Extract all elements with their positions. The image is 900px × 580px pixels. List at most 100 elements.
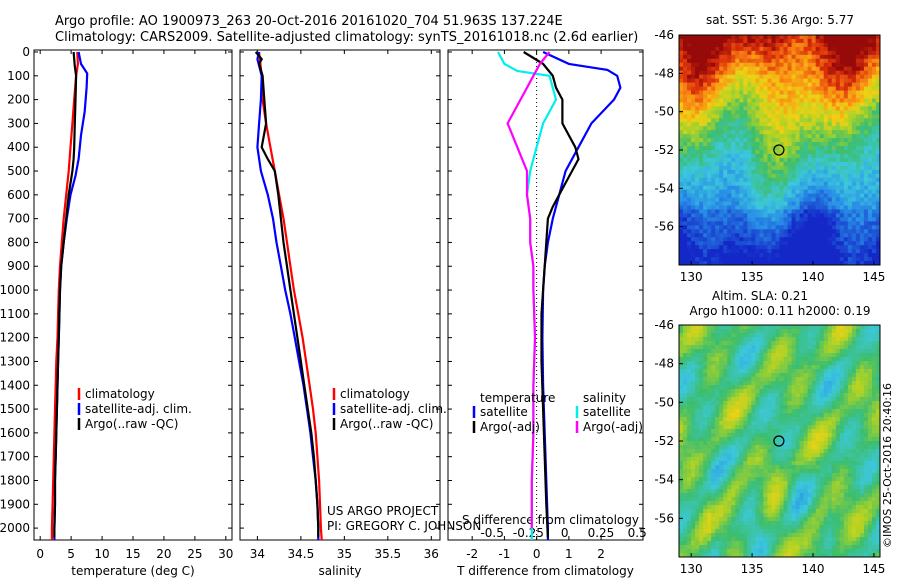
map-cell bbox=[811, 373, 817, 378]
map-cell bbox=[691, 393, 696, 398]
map-cell bbox=[859, 157, 865, 163]
map-cell bbox=[827, 153, 833, 159]
map-cell bbox=[735, 122, 740, 127]
map-cell bbox=[863, 126, 869, 131]
map-cell bbox=[859, 385, 865, 390]
map-cell bbox=[859, 225, 865, 230]
map-cell bbox=[715, 357, 720, 362]
map-cell bbox=[779, 377, 784, 382]
map-cell bbox=[791, 70, 796, 76]
map-cell bbox=[699, 153, 704, 159]
map-cell bbox=[855, 337, 861, 342]
map-cell bbox=[831, 445, 837, 450]
map-cell bbox=[731, 377, 736, 382]
map-cell bbox=[687, 201, 692, 206]
map-cell bbox=[727, 349, 732, 354]
map-cell bbox=[783, 361, 788, 366]
map-cell bbox=[871, 161, 877, 167]
map-cell bbox=[771, 333, 776, 338]
map-cell bbox=[867, 233, 873, 238]
x-axis-label: temperature (deg C) bbox=[71, 564, 194, 578]
map-cell bbox=[803, 205, 809, 210]
map-cell bbox=[727, 429, 732, 434]
map-cell bbox=[803, 329, 809, 334]
map-cell bbox=[707, 165, 712, 171]
map-cell bbox=[803, 189, 809, 195]
map-cell bbox=[855, 209, 861, 214]
map-cell bbox=[727, 469, 732, 474]
y-tick-label: 1800 bbox=[0, 473, 30, 487]
map-cell bbox=[819, 433, 825, 438]
panel-frame bbox=[447, 49, 644, 541]
map-cell bbox=[747, 237, 752, 242]
map-cell bbox=[759, 437, 764, 442]
map-cell bbox=[739, 349, 744, 354]
map-cell bbox=[679, 114, 684, 119]
map-cell bbox=[743, 138, 748, 143]
map-cell bbox=[811, 377, 817, 382]
map-cell bbox=[799, 429, 805, 434]
map-cell bbox=[687, 357, 692, 362]
map-cell bbox=[683, 437, 688, 442]
map-cell bbox=[819, 353, 825, 358]
map-cell bbox=[723, 82, 728, 87]
map-cell bbox=[827, 106, 833, 111]
map-cell bbox=[755, 253, 760, 258]
map-cell bbox=[699, 337, 704, 342]
map-cell bbox=[739, 457, 744, 462]
map-cell bbox=[803, 325, 809, 330]
map-cell bbox=[727, 126, 732, 131]
map-cell bbox=[851, 353, 857, 358]
map-cell bbox=[803, 169, 809, 175]
map-cell bbox=[811, 453, 817, 458]
map-cell bbox=[723, 98, 728, 103]
map-cell bbox=[707, 465, 712, 470]
map-cell bbox=[771, 62, 776, 68]
map-cell bbox=[807, 134, 813, 139]
map-cell bbox=[799, 177, 805, 183]
map-cell bbox=[739, 146, 744, 151]
map-cell bbox=[695, 42, 700, 48]
map-cell bbox=[711, 177, 716, 183]
map-cell bbox=[875, 225, 881, 230]
map-cell bbox=[839, 233, 845, 238]
map-cell bbox=[719, 233, 724, 238]
map-cell bbox=[747, 401, 752, 406]
map-cell bbox=[875, 221, 881, 226]
map-cell bbox=[755, 261, 760, 266]
map-cell bbox=[799, 66, 805, 72]
map-cell bbox=[791, 94, 796, 99]
map-cell bbox=[859, 189, 865, 195]
map-cell bbox=[831, 397, 837, 402]
map-cell bbox=[771, 42, 776, 48]
map-cell bbox=[719, 337, 724, 342]
map-cell bbox=[803, 457, 809, 462]
map-cell bbox=[683, 205, 688, 210]
map-cell bbox=[759, 62, 764, 68]
map-cell bbox=[743, 94, 748, 99]
map-cell bbox=[703, 213, 708, 218]
map-cell bbox=[755, 429, 760, 434]
map-cell bbox=[699, 381, 704, 386]
map-cell bbox=[727, 193, 732, 198]
map-cell bbox=[743, 329, 748, 334]
map-cell bbox=[835, 54, 841, 60]
map-cell bbox=[731, 337, 736, 342]
map-cell bbox=[779, 181, 784, 187]
map-cell bbox=[839, 142, 845, 147]
map-cell bbox=[723, 389, 728, 394]
map-cell bbox=[767, 165, 772, 171]
map-cell bbox=[815, 98, 821, 103]
map-cell bbox=[775, 98, 780, 103]
map-cell bbox=[823, 241, 829, 246]
map-cell bbox=[819, 66, 825, 72]
map-cell bbox=[715, 457, 720, 462]
map-cell bbox=[719, 38, 724, 44]
map-cell bbox=[731, 150, 736, 155]
map-cell bbox=[867, 74, 873, 80]
map-cell bbox=[835, 82, 841, 87]
map-cell bbox=[735, 114, 740, 119]
map-cell bbox=[811, 461, 817, 466]
series-line-temperature-argo-adj- bbox=[523, 51, 580, 538]
map-cell bbox=[747, 441, 752, 446]
